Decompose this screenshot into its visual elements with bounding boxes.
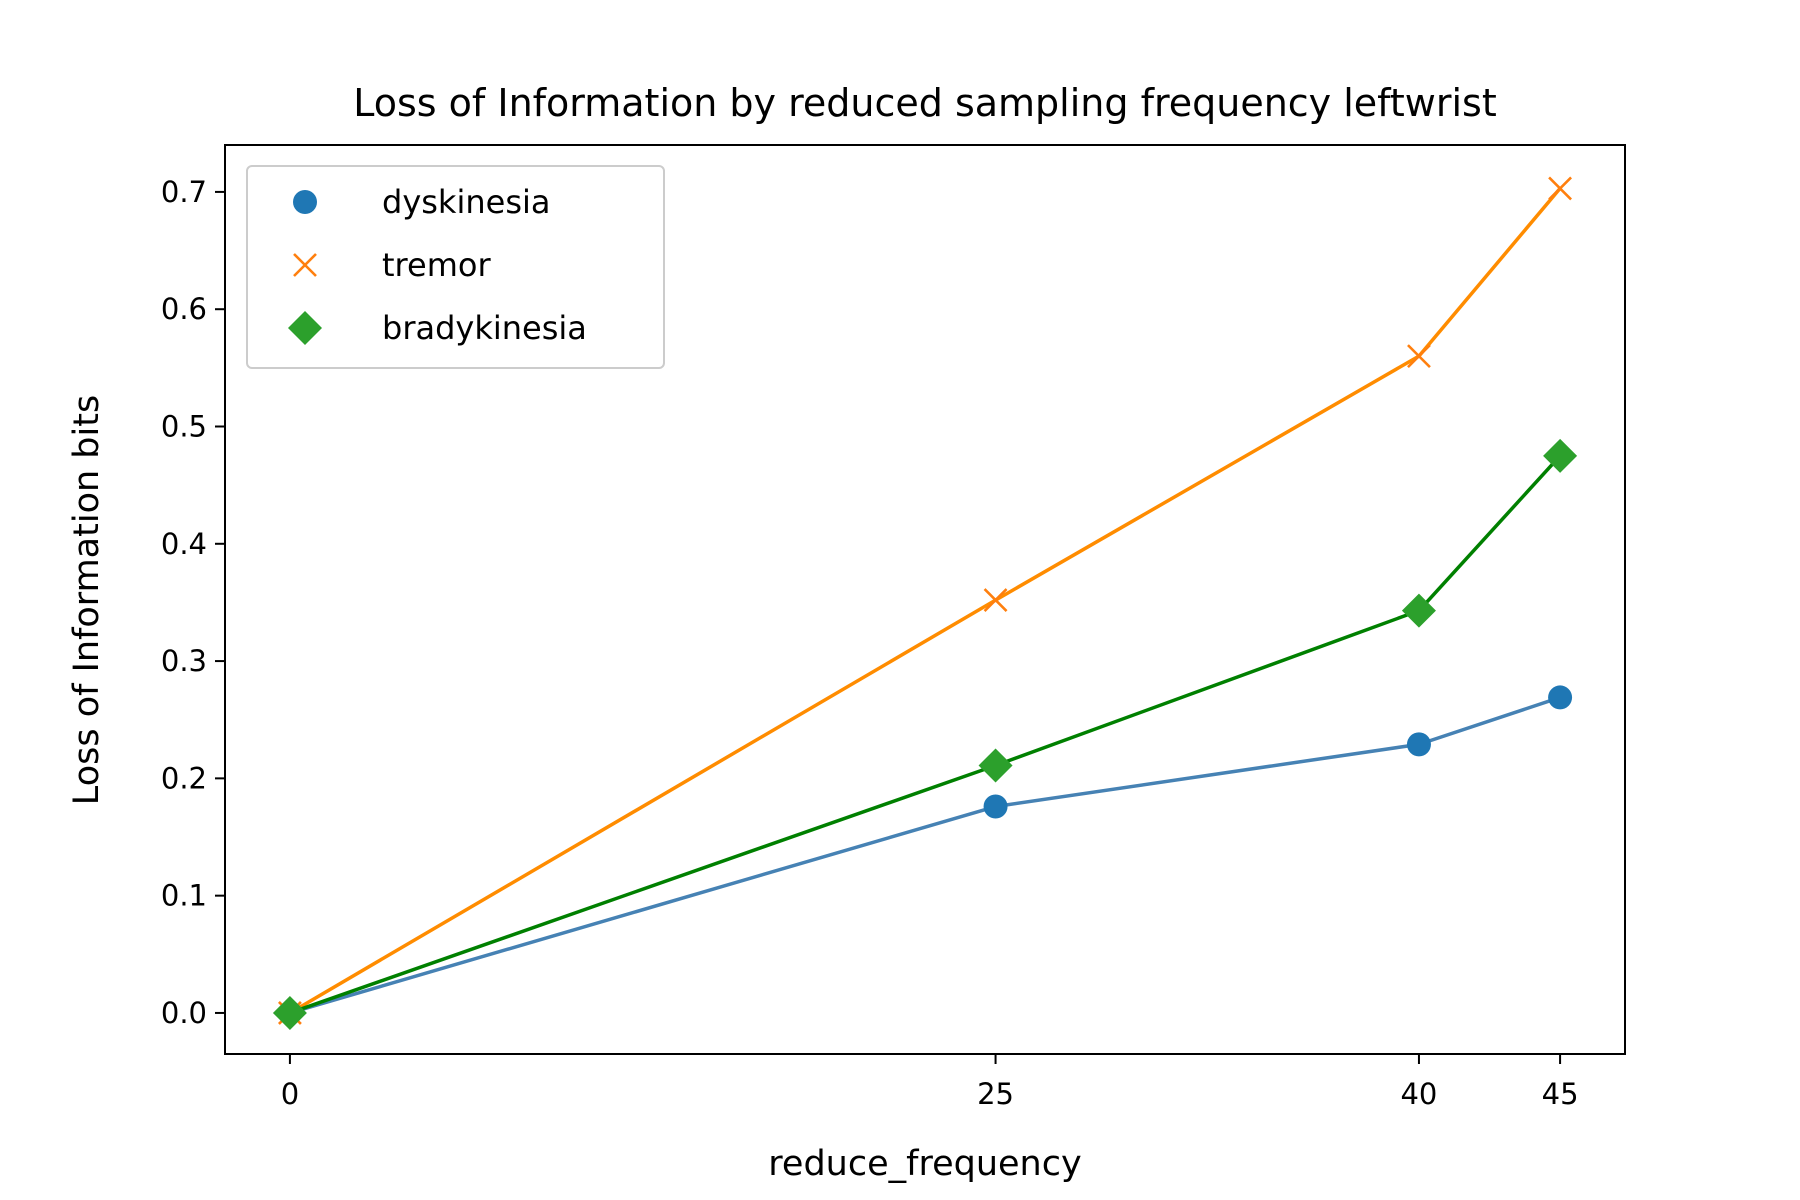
- legend-bradykinesia-label: bradykinesia: [382, 309, 587, 347]
- y-axis-label: Loss of Information bits: [67, 395, 107, 805]
- tremor-line: [289, 187, 1562, 1015]
- y-tick-label: 0.6: [161, 292, 207, 326]
- y-tick-label: 0.4: [161, 527, 207, 561]
- legend-dyskinesia-marker: [293, 190, 317, 214]
- dyskinesia-point: [1406, 732, 1431, 757]
- tremor-point: [1407, 344, 1431, 369]
- y-tick-label: 0.0: [161, 996, 207, 1030]
- y-tick-label: 0.5: [161, 409, 207, 443]
- x-tick-label: 40: [1400, 1077, 1437, 1111]
- y-axis-ticks: 0.0 0.1 0.2 0.3 0.4 0.5 0.6 0.7: [161, 175, 225, 1030]
- bradykinesia-point: [1401, 593, 1436, 628]
- bradykinesia-point: [1543, 438, 1578, 473]
- x-tick-label: 25: [977, 1077, 1014, 1111]
- dyskinesia-point: [1548, 685, 1573, 710]
- legend-tremor-label: tremor: [382, 246, 491, 284]
- x-axis-label: reduce_frequency: [768, 1144, 1081, 1184]
- y-tick-label: 0.7: [161, 175, 207, 209]
- dyskinesia-point: [983, 794, 1008, 819]
- bradykinesia-point: [978, 748, 1013, 783]
- plot-frame: [224, 144, 1626, 1055]
- legend-tremor-marker: [293, 253, 317, 277]
- bradykinesia-point: [272, 995, 307, 1030]
- legend-bradykinesia-marker: [288, 311, 322, 345]
- tremor-point: [1548, 176, 1572, 201]
- chart-title: Loss of Information by reduced sampling …: [353, 81, 1497, 125]
- y-tick-label: 0.2: [161, 761, 207, 795]
- series-lines: [289, 187, 1562, 1015]
- x-tick-label: 0: [281, 1077, 299, 1111]
- legend-dyskinesia-label: dyskinesia: [382, 183, 550, 221]
- legend-items: dyskinesia tremor bradykinesia: [288, 183, 587, 347]
- tremor-point: [983, 588, 1008, 613]
- series-markers: [272, 176, 1578, 1030]
- legend-box: [246, 165, 665, 369]
- bradykinesia-line: [289, 454, 1562, 1015]
- y-tick-label: 0.3: [161, 644, 207, 678]
- x-tick-label: 45: [1542, 1077, 1579, 1111]
- y-tick-label: 0.1: [161, 879, 207, 913]
- legend: dyskinesia tremor bradykinesia: [246, 165, 665, 369]
- x-axis-ticks: 0 25 40 45: [281, 1054, 1579, 1111]
- dyskinesia-line: [289, 695, 1561, 1015]
